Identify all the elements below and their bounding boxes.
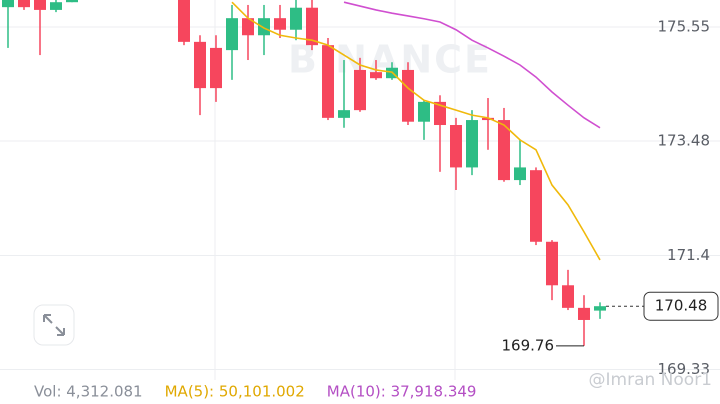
candle-body bbox=[226, 18, 238, 51]
candle-body bbox=[434, 101, 446, 126]
candle-body bbox=[482, 117, 494, 121]
candle-body bbox=[178, 0, 190, 42]
candle-body bbox=[546, 241, 558, 286]
candle-body bbox=[354, 69, 366, 111]
footer-stat: MA(5): 50,101.002 bbox=[165, 383, 305, 401]
ma-line bbox=[231, 1, 601, 261]
last-price-box bbox=[643, 291, 719, 321]
candle-body bbox=[50, 2, 62, 10]
candle-body bbox=[66, 0, 78, 3]
candle-body bbox=[274, 18, 286, 30]
candle-body bbox=[498, 120, 510, 181]
candle-body bbox=[530, 170, 542, 242]
y-tick-label: 171.4 bbox=[667, 246, 710, 264]
y-tick-label: 169.33 bbox=[658, 360, 711, 378]
candle-body bbox=[306, 7, 318, 46]
candle-body bbox=[370, 72, 382, 79]
candle-body bbox=[34, 0, 46, 10]
candle-body bbox=[242, 18, 254, 36]
last-price-label: 170.48 bbox=[655, 297, 708, 315]
plot bbox=[0, 0, 720, 371]
candle-body bbox=[418, 101, 430, 122]
expand-button[interactable] bbox=[33, 304, 75, 346]
candle-body bbox=[578, 307, 590, 320]
y-tick-label: 175.55 bbox=[658, 17, 711, 35]
candle-body bbox=[18, 0, 30, 8]
candle-body bbox=[322, 45, 334, 118]
footer-stat: MA(10): 37,918.349 bbox=[327, 383, 477, 401]
credit: @Imran Noor1 bbox=[589, 370, 712, 390]
candle-body bbox=[514, 167, 526, 181]
candle-body bbox=[338, 110, 350, 118]
candle-body bbox=[594, 306, 606, 311]
candle-body bbox=[450, 125, 462, 168]
candle-body bbox=[466, 120, 478, 168]
candle-body bbox=[194, 41, 206, 89]
candle-body bbox=[258, 18, 270, 36]
ma-line bbox=[343, 1, 601, 129]
y-tick-label: 173.48 bbox=[658, 131, 711, 149]
expand-icon bbox=[43, 314, 65, 336]
candle-body bbox=[290, 7, 302, 30]
candle-body bbox=[210, 47, 222, 89]
footer-stat: Vol: 4,312.081 bbox=[34, 383, 143, 401]
candle-body bbox=[562, 285, 574, 308]
candle-body bbox=[402, 69, 414, 122]
low-marker-label: 169.76 bbox=[502, 336, 555, 354]
candle-body bbox=[2, 0, 14, 8]
